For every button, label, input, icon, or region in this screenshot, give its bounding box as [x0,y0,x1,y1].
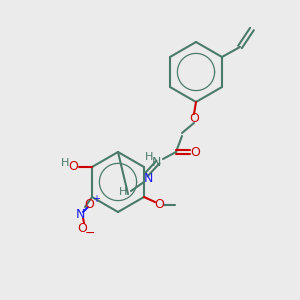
Text: O: O [190,146,200,158]
Text: O: O [77,221,87,235]
Text: O: O [154,199,164,212]
Text: H: H [145,152,153,162]
Text: H: H [119,187,127,197]
Text: +: + [92,194,100,204]
Text: −: − [85,226,95,239]
Text: O: O [189,112,199,124]
Text: O: O [68,160,78,173]
Text: H: H [61,158,69,168]
Text: N: N [143,172,153,185]
Text: O: O [84,199,94,212]
Text: N: N [151,155,161,169]
Text: N: N [75,208,85,221]
